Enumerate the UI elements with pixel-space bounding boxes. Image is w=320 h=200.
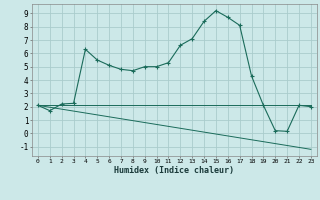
X-axis label: Humidex (Indice chaleur): Humidex (Indice chaleur)	[115, 166, 234, 175]
